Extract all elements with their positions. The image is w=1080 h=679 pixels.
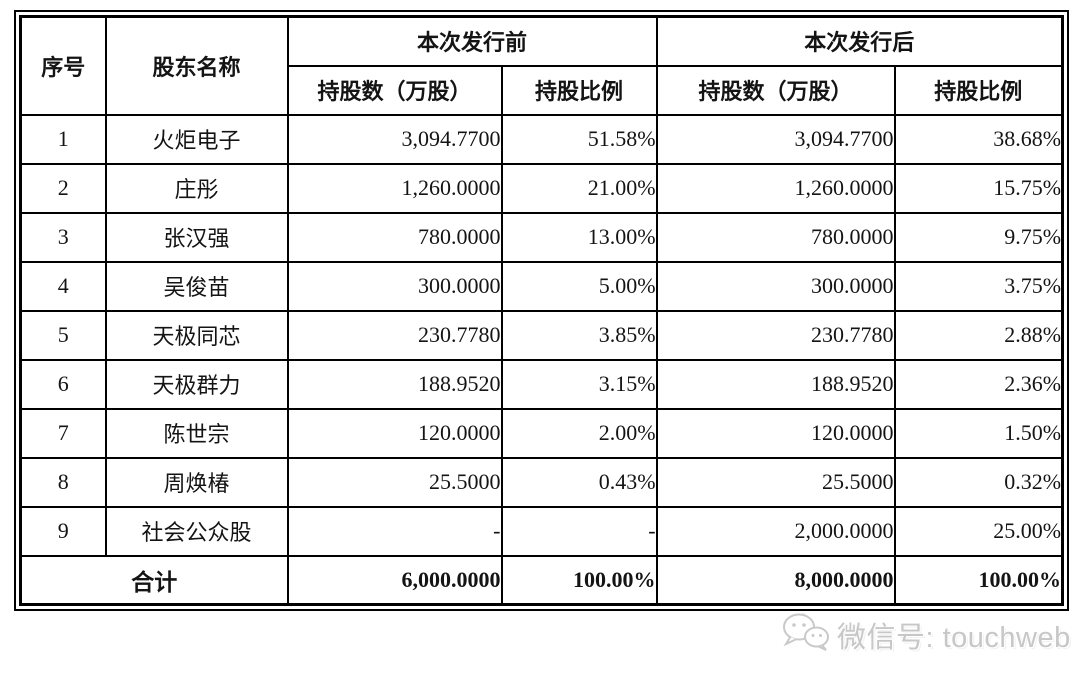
shareholder-table-frame: 序号 股东名称 本次发行前 本次发行后 持股数（万股） 持股比例 持股数（万股）…	[14, 10, 1070, 611]
wechat-icon	[782, 612, 830, 657]
header-ratio-after: 持股比例	[893, 64, 1064, 116]
cell-serial: 9	[19, 505, 107, 557]
cell-ratio-after: 9.75%	[893, 211, 1064, 263]
cell-shareholder: 庄彤	[104, 162, 289, 214]
cell-shares-after: 230.7780	[655, 309, 896, 361]
wechat-watermark: 微信号: touchweb	[782, 612, 1071, 657]
watermark-text: 微信号: touchweb	[837, 621, 1071, 654]
cell-ratio-before: 13.00%	[500, 211, 658, 263]
table-row: 4 吴俊苗 300.0000 5.00% 300.0000 3.75%	[19, 260, 1064, 312]
header-group-before-issue: 本次发行前	[286, 15, 658, 67]
cell-shares-before: 780.0000	[286, 211, 503, 263]
cell-serial: 8	[19, 456, 107, 508]
cell-ratio-after: 2.88%	[893, 309, 1064, 361]
cell-shares-before: 1,260.0000	[286, 162, 503, 214]
cell-ratio-after: 0.32%	[893, 456, 1064, 508]
total-ratio-after: 100.00%	[893, 554, 1064, 606]
header-shareholder-name: 股东名称	[104, 15, 289, 116]
cell-shares-after: 1,260.0000	[655, 162, 896, 214]
table-body: 1 火炬电子 3,094.7700 51.58% 3,094.7700 38.6…	[19, 113, 1064, 606]
cell-shares-before: 230.7780	[286, 309, 503, 361]
table-row: 5 天极同芯 230.7780 3.85% 230.7780 2.88%	[19, 309, 1064, 361]
cell-serial: 1	[19, 113, 107, 165]
cell-ratio-after: 1.50%	[893, 407, 1064, 459]
table-header: 序号 股东名称 本次发行前 本次发行后 持股数（万股） 持股比例 持股数（万股）…	[19, 15, 1064, 116]
cell-serial: 2	[19, 162, 107, 214]
total-label: 合计	[19, 554, 289, 606]
total-shares-after: 8,000.0000	[655, 554, 896, 606]
table-row: 8 周焕椿 25.5000 0.43% 25.5000 0.32%	[19, 456, 1064, 508]
cell-shares-before: 25.5000	[286, 456, 503, 508]
cell-ratio-before: 0.43%	[500, 456, 658, 508]
total-shares-before: 6,000.0000	[286, 554, 503, 606]
table-row: 3 张汉强 780.0000 13.00% 780.0000 9.75%	[19, 211, 1064, 263]
cell-shares-before: 3,094.7700	[286, 113, 503, 165]
cell-shareholder: 张汉强	[104, 211, 289, 263]
cell-serial: 6	[19, 358, 107, 410]
table-row: 7 陈世宗 120.0000 2.00% 120.0000 1.50%	[19, 407, 1064, 459]
cell-ratio-after: 38.68%	[893, 113, 1064, 165]
cell-shares-after: 2,000.0000	[655, 505, 896, 557]
table-row: 2 庄彤 1,260.0000 21.00% 1,260.0000 15.75%	[19, 162, 1064, 214]
cell-shareholder: 周焕椿	[104, 456, 289, 508]
table-row: 9 社会公众股 - - 2,000.0000 25.00%	[19, 505, 1064, 557]
cell-shares-before: -	[286, 505, 503, 557]
cell-shareholder: 吴俊苗	[104, 260, 289, 312]
cell-ratio-before: 3.85%	[500, 309, 658, 361]
total-ratio-before: 100.00%	[500, 554, 658, 606]
cell-ratio-before: 3.15%	[500, 358, 658, 410]
shareholder-table: 序号 股东名称 本次发行前 本次发行后 持股数（万股） 持股比例 持股数（万股）…	[19, 15, 1065, 606]
cell-shares-before: 120.0000	[286, 407, 503, 459]
cell-shareholder: 火炬电子	[104, 113, 289, 165]
cell-shares-after: 25.5000	[655, 456, 896, 508]
cell-ratio-after: 3.75%	[893, 260, 1064, 312]
cell-ratio-after: 25.00%	[893, 505, 1064, 557]
table-row: 1 火炬电子 3,094.7700 51.58% 3,094.7700 38.6…	[19, 113, 1064, 165]
cell-serial: 3	[19, 211, 107, 263]
cell-ratio-after: 15.75%	[893, 162, 1064, 214]
cell-ratio-before: 51.58%	[500, 113, 658, 165]
header-ratio-before: 持股比例	[500, 64, 658, 116]
cell-shareholder: 天极同芯	[104, 309, 289, 361]
cell-ratio-before: 21.00%	[500, 162, 658, 214]
cell-serial: 7	[19, 407, 107, 459]
table-total-row: 合计 6,000.0000 100.00% 8,000.0000 100.00%	[19, 554, 1064, 606]
cell-shares-before: 300.0000	[286, 260, 503, 312]
cell-shares-after: 300.0000	[655, 260, 896, 312]
header-group-after-issue: 本次发行后	[655, 15, 1064, 67]
cell-shares-after: 3,094.7700	[655, 113, 896, 165]
table-row: 6 天极群力 188.9520 3.15% 188.9520 2.36%	[19, 358, 1064, 410]
cell-shares-after: 188.9520	[655, 358, 896, 410]
header-serial: 序号	[19, 15, 107, 116]
header-shares-after: 持股数（万股）	[655, 64, 896, 116]
cell-ratio-before: 5.00%	[500, 260, 658, 312]
cell-shareholder: 陈世宗	[104, 407, 289, 459]
header-shares-before: 持股数（万股）	[286, 64, 503, 116]
cell-shareholder: 社会公众股	[104, 505, 289, 557]
cell-serial: 4	[19, 260, 107, 312]
cell-shares-after: 780.0000	[655, 211, 896, 263]
cell-shares-after: 120.0000	[655, 407, 896, 459]
cell-shares-before: 188.9520	[286, 358, 503, 410]
cell-ratio-before: 2.00%	[500, 407, 658, 459]
cell-ratio-before: -	[500, 505, 658, 557]
cell-ratio-after: 2.36%	[893, 358, 1064, 410]
cell-shareholder: 天极群力	[104, 358, 289, 410]
cell-serial: 5	[19, 309, 107, 361]
